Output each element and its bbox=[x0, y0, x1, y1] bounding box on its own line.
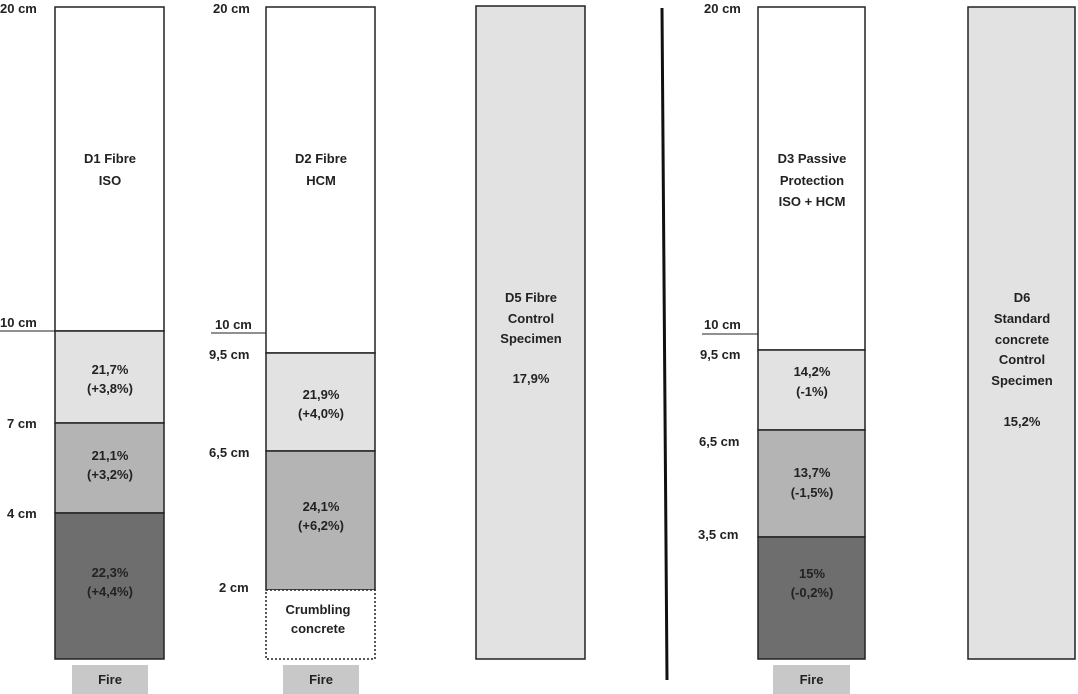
d2-zone-1 bbox=[265, 352, 376, 452]
d1-top-label: 20 cm bbox=[0, 1, 37, 16]
d2-title-line1: D2 Fibre bbox=[295, 151, 347, 166]
d3-zone-1-delta: (-1%) bbox=[796, 384, 828, 399]
d2-zone-2 bbox=[265, 450, 376, 591]
d1-zone-3-value: 22,3% bbox=[92, 565, 129, 580]
d2-mid-label: 10 cm bbox=[215, 317, 252, 332]
d5-zone bbox=[475, 5, 586, 660]
d2-title-line2: HCM bbox=[306, 173, 336, 188]
d3-zone-2 bbox=[757, 429, 866, 538]
d3-depth-label-3: 3,5 cm bbox=[698, 527, 738, 542]
d2-depth-label-1: 9,5 cm bbox=[209, 347, 249, 362]
d3-title-line1: D3 Passive bbox=[778, 151, 847, 166]
d1-zone-1-value: 21,7% bbox=[92, 362, 129, 377]
d1-zone-1 bbox=[54, 330, 165, 424]
d6-line1: D6 bbox=[1014, 290, 1031, 305]
d3-zone-3-delta: (-0,2%) bbox=[791, 585, 834, 600]
d2-zone-2-delta: (+6,2%) bbox=[298, 518, 344, 533]
d6-line4: Control bbox=[999, 352, 1045, 367]
d5-value: 17,9% bbox=[513, 371, 550, 386]
d1-zone-3-delta: (+4,4%) bbox=[87, 584, 133, 599]
specimen-d5: D5 Fibre Control Specimen 17,9% bbox=[475, 5, 586, 660]
d2-top-label: 20 cm bbox=[213, 1, 250, 16]
d6-line5: Specimen bbox=[991, 373, 1052, 388]
d1-fire-label: Fire bbox=[72, 665, 148, 694]
d3-fire-label: Fire bbox=[773, 665, 850, 694]
d2-depth-label-2: 6,5 cm bbox=[209, 445, 249, 460]
d5-line1: D5 Fibre bbox=[505, 290, 557, 305]
d6-line2: Standard bbox=[994, 311, 1050, 326]
d3-depth-label-1: 9,5 cm bbox=[700, 347, 740, 362]
d3-zone-3 bbox=[757, 536, 866, 660]
d1-depth-label-1: 7 cm bbox=[7, 416, 37, 431]
d3-depth-label-2: 6,5 cm bbox=[699, 434, 739, 449]
d1-zone-3 bbox=[54, 512, 165, 660]
d1-zone-2-delta: (+3,2%) bbox=[87, 467, 133, 482]
group-divider bbox=[660, 7, 669, 681]
specimen-d2: 20 cm 10 cm 9,5 cm 6,5 cm 2 cm D2 Fibre … bbox=[209, 1, 376, 660]
d6-line3: concrete bbox=[995, 332, 1049, 347]
d3-zone-3-value: 15% bbox=[799, 566, 825, 581]
d3-title-line2: Protection bbox=[780, 173, 844, 188]
d2-crumbling-line2: concrete bbox=[291, 621, 345, 636]
d2-zone-2-value: 24,1% bbox=[303, 499, 340, 514]
specimen-d1: 20 cm 10 cm 7 cm 4 cm D1 Fibre ISO 21,7%… bbox=[0, 1, 165, 660]
d2-crumbling-line1: Crumbling bbox=[286, 602, 351, 617]
d1-title-line2: ISO bbox=[99, 173, 121, 188]
d3-upper-zone bbox=[757, 6, 866, 351]
specimen-d6: D6 Standard concrete Control Specimen 15… bbox=[967, 6, 1076, 660]
d5-line3: Specimen bbox=[500, 331, 561, 346]
d3-mid-label: 10 cm bbox=[704, 317, 741, 332]
d3-zone-1 bbox=[757, 349, 866, 431]
d1-depth-label-2: 4 cm bbox=[7, 506, 37, 521]
d3-zone-1-value: 14,2% bbox=[794, 364, 831, 379]
d2-depth-label-3: 2 cm bbox=[219, 580, 249, 595]
d6-value: 15,2% bbox=[1004, 414, 1041, 429]
d2-zone-1-delta: (+4,0%) bbox=[298, 406, 344, 421]
d6-zone bbox=[967, 6, 1076, 660]
d2-crumbling-zone bbox=[265, 589, 376, 660]
d3-zone-2-delta: (-1,5%) bbox=[791, 485, 834, 500]
d3-title-line3: ISO + HCM bbox=[779, 194, 846, 209]
d3-zone-2-value: 13,7% bbox=[794, 465, 831, 480]
d1-upper-zone bbox=[54, 6, 165, 332]
d1-zone-2 bbox=[54, 422, 165, 514]
d1-title-line1: D1 Fibre bbox=[84, 151, 136, 166]
d2-zone-1-value: 21,9% bbox=[303, 387, 340, 402]
d5-line2: Control bbox=[508, 311, 554, 326]
d1-mid-label: 10 cm bbox=[0, 315, 37, 330]
d1-zone-2-value: 21,1% bbox=[92, 448, 129, 463]
d3-top-label: 20 cm bbox=[704, 1, 741, 16]
d1-zone-1-delta: (+3,8%) bbox=[87, 381, 133, 396]
specimen-d3: 20 cm 10 cm 9,5 cm 6,5 cm 3,5 cm D3 Pass… bbox=[698, 1, 866, 660]
d2-fire-label: Fire bbox=[283, 665, 359, 694]
